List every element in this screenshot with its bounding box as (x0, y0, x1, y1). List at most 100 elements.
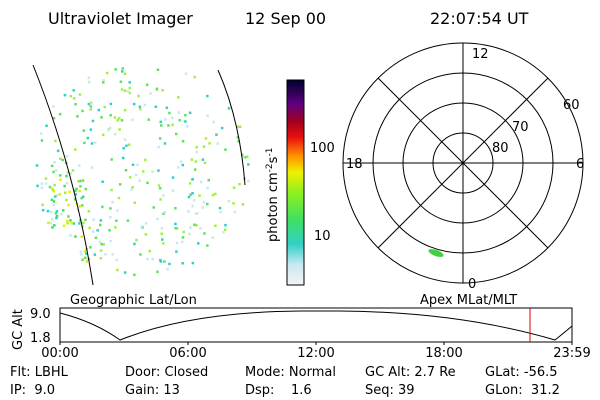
pixel (188, 232, 191, 236)
pixel (198, 194, 201, 197)
pixel (98, 240, 102, 244)
pixel (165, 106, 169, 109)
pixel (241, 203, 245, 206)
pixel (72, 222, 76, 225)
pixel (65, 155, 69, 158)
pixel (118, 128, 121, 131)
pixel (159, 198, 162, 201)
pixel (147, 118, 150, 121)
pixel (179, 160, 183, 163)
pixel (163, 260, 166, 263)
pixel (115, 219, 118, 222)
pixel (244, 156, 247, 159)
pixel (75, 187, 78, 191)
colorbar (286, 79, 305, 286)
map-label: Geographic Lat/Lon (70, 293, 197, 308)
pixel (193, 223, 196, 226)
info-panel: Flt: LBHL Door: Closed Mode: Normal GC Alt:… (10, 365, 560, 398)
pixel (133, 242, 136, 246)
pixel (69, 234, 72, 237)
pixel (69, 172, 73, 175)
pixel (214, 192, 217, 196)
pixel (73, 189, 77, 193)
mlt-label: 0 (468, 277, 476, 292)
pixel (127, 143, 131, 146)
colorbar-tick: 10 (314, 229, 331, 244)
pixel (163, 211, 167, 214)
pixel (40, 186, 44, 190)
pixel (206, 114, 209, 117)
pixel (62, 209, 65, 212)
pixel (160, 227, 164, 230)
pixel (45, 124, 48, 127)
pixel (181, 163, 184, 167)
pixel (211, 193, 215, 197)
pixel (206, 186, 209, 190)
pixel (86, 136, 90, 140)
pixel (113, 116, 117, 119)
pixel (55, 214, 59, 218)
info-field: Gain: 13 (125, 383, 180, 398)
map-label: Apex MLat/MLT (420, 293, 517, 308)
time-axis: 00:00 06:00 12:00 18:00 23:59 (41, 342, 591, 361)
altitude-tick: 1.8 (30, 331, 51, 346)
pixel (194, 160, 198, 163)
pixel (110, 188, 113, 192)
pixel (99, 219, 103, 222)
pixel (176, 227, 179, 230)
pixel (218, 206, 222, 210)
pixel (40, 182, 44, 185)
pixel (54, 212, 58, 215)
pixel (240, 153, 244, 156)
pixel (87, 210, 91, 213)
pixel (109, 216, 112, 219)
pixel (139, 253, 142, 256)
pixel (174, 222, 177, 226)
pixel (189, 226, 192, 229)
pixel (87, 102, 91, 106)
pixel (152, 206, 155, 209)
pixel (103, 105, 106, 109)
pixel (63, 184, 66, 188)
altitude-tick: 9.0 (30, 307, 51, 322)
pixel (55, 194, 59, 197)
pixel (83, 250, 87, 253)
pixel (114, 68, 117, 71)
pixel (93, 141, 97, 144)
pixel (187, 195, 191, 199)
pixel (51, 226, 54, 229)
pixel (66, 171, 70, 174)
pixel (64, 191, 67, 194)
pixel (238, 183, 241, 186)
pixel (88, 226, 91, 230)
pixel (66, 220, 69, 223)
pixel (206, 202, 209, 206)
polar-grid (342, 42, 584, 284)
pixel (238, 125, 242, 129)
pixel (157, 184, 161, 187)
pixel (155, 88, 159, 91)
pixel (178, 119, 181, 122)
pixel (67, 215, 70, 218)
pixel (161, 238, 164, 241)
pixel (52, 203, 55, 207)
pixel (236, 125, 239, 128)
pixel (78, 93, 82, 96)
pixel (149, 92, 152, 95)
pixel (109, 207, 112, 210)
pixel (118, 183, 122, 186)
pixel (81, 204, 84, 207)
pixel (122, 146, 125, 150)
pixel (161, 89, 164, 92)
pixel (193, 75, 196, 79)
info-field: GLon: 31.2 (485, 383, 560, 398)
pixel (102, 81, 105, 84)
pixel (107, 129, 110, 132)
pixel (54, 169, 58, 172)
date: 12 Sep 00 (245, 9, 326, 28)
pixel (59, 212, 63, 216)
info-field: Flt: LBHL (10, 365, 69, 380)
pixel (195, 224, 198, 227)
pixel (74, 235, 77, 238)
pixel (111, 253, 114, 256)
